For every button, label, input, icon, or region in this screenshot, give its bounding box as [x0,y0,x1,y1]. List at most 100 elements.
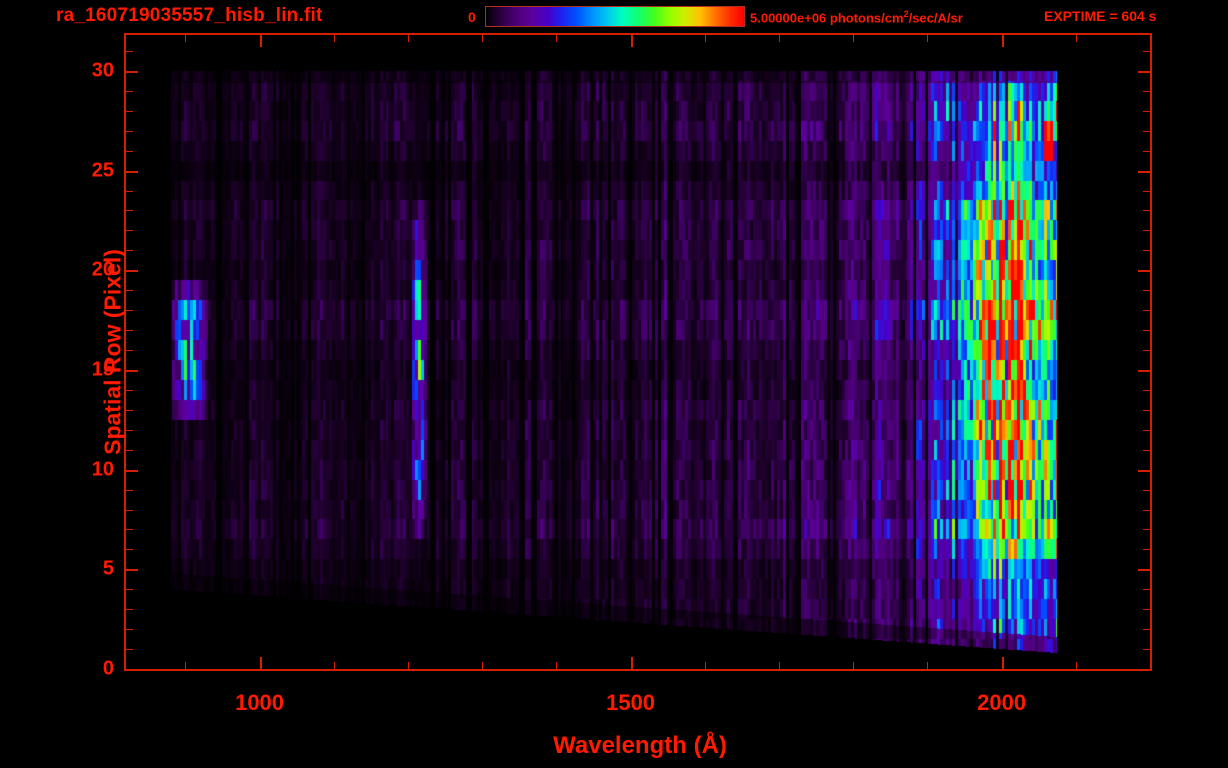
x-tick-minor [482,662,484,669]
y-tick-label: 5 [102,557,114,580]
y-tick-minor [126,230,133,232]
y-tick-right [1138,469,1150,472]
y-tick-right [1143,330,1150,332]
page-title: ra_160719035557_hisb_lin.fit [56,5,323,26]
x-tick-top [1075,35,1077,42]
x-tick-major [259,657,262,669]
y-tick-minor [126,629,133,631]
y-tick-right [1138,569,1150,572]
y-tick-right [1143,250,1150,252]
x-tick-label: 1500 [606,690,656,715]
y-tick-right [1143,130,1150,132]
y-tick-minor [126,190,133,192]
spectrogram-image [126,35,1150,669]
y-tick-right [1138,669,1150,671]
x-tick-top [927,35,929,42]
y-tick-major [126,369,138,372]
y-tick-minor [126,389,133,391]
x-tick-top [853,35,855,42]
x-tick-minor [185,662,187,669]
y-tick-right [1143,489,1150,491]
y-tick-minor [126,449,133,451]
y-tick-right [1143,629,1150,631]
x-tick-minor [1150,662,1151,669]
y-tick-minor [126,210,133,212]
x-tick-minor [407,662,409,669]
x-tick-minor [927,662,929,669]
colorbar-max-label: 5.00000e+06 photons/cm2/sec/A/sr [750,9,963,25]
y-tick-major [126,70,138,73]
x-tick-top [630,35,633,47]
y-tick-right [1143,150,1150,152]
x-tick-top [482,35,484,42]
y-tick-right [1138,170,1150,173]
y-tick-right [1143,350,1150,351]
x-tick-minor [704,662,706,669]
y-tick-right [1143,230,1150,232]
y-tick-right [1143,609,1150,611]
y-tick-minor [126,549,133,551]
colorbar-units-post: /sec/A/sr [908,10,963,26]
y-tick-minor [126,250,133,252]
y-tick-major [126,170,138,173]
y-tick-right [1138,369,1150,372]
y-tick-right [1143,210,1150,212]
x-tick-top [556,35,558,42]
y-tick-minor [126,429,133,431]
y-tick-minor [126,350,133,351]
y-tick-right [1143,509,1150,511]
y-tick-right [1143,589,1150,591]
y-tick-major [126,270,138,273]
y-tick-minor [126,649,133,651]
y-tick-right [1143,429,1150,431]
y-tick-minor [126,609,133,611]
y-tick-label: 25 [91,159,114,182]
x-tick-minor [853,662,855,669]
y-tick-right [1143,409,1150,411]
x-tick-top [1001,35,1004,47]
x-tick-top [778,35,780,42]
y-tick-right [1143,549,1150,551]
x-axis-title: Wavelength (Å) [553,732,727,759]
x-tick-minor [556,662,558,669]
x-tick-top [259,35,262,47]
y-tick-minor [126,529,133,531]
x-tick-minor [778,662,780,669]
y-tick-right [1143,310,1150,312]
y-tick-minor [126,330,133,332]
colorbar-units-pre: photons/cm [826,10,904,26]
y-axis-title: Spatial Row (Pixel) [99,249,126,455]
x-tick-top [704,35,706,42]
y-tick-label: 30 [91,59,114,82]
y-tick-label: 0 [102,657,114,680]
x-tick-major [630,657,633,669]
colorbar-min-label: 0 [468,9,476,25]
y-tick-minor [126,90,133,92]
colorbar [485,6,745,27]
y-tick-minor [126,509,133,511]
x-tick-top [1150,35,1151,42]
colorbar-units-exponent: 2 [903,9,909,19]
x-tick-top [333,35,335,42]
x-tick-minor [1075,662,1077,669]
y-tick-minor [126,409,133,411]
x-tick-top [407,35,409,42]
y-tick-label: 15 [91,358,114,381]
y-tick-right [1143,190,1150,192]
y-tick-minor [126,290,133,292]
y-tick-right [1143,290,1150,292]
exposure-time-label: EXPTIME = 604 s [1044,8,1157,24]
x-tick-minor [333,662,335,669]
y-tick-right [1143,449,1150,451]
y-tick-minor [126,310,133,312]
x-tick-label: 1000 [235,690,285,715]
y-tick-minor [126,110,133,112]
y-tick-label: 10 [91,458,114,481]
y-tick-right [1143,50,1150,52]
plot-area [126,35,1150,669]
y-tick-minor [126,489,133,491]
y-tick-minor [126,150,133,152]
colorbar-max-value: 5.00000e+06 [750,10,827,26]
y-tick-minor [126,589,133,591]
